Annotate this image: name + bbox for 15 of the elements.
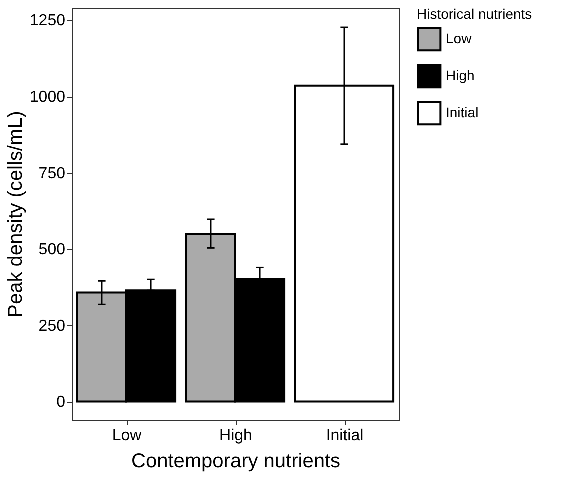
x-tick-label: Initial bbox=[326, 428, 364, 444]
x-axis-title: Contemporary nutrients bbox=[132, 450, 340, 472]
legend-label: Low bbox=[446, 30, 473, 46]
x-tick-label: Low bbox=[112, 428, 142, 444]
y-tick-label: 1000 bbox=[30, 89, 66, 106]
y-tick-label: 750 bbox=[38, 165, 66, 182]
legend-label: High bbox=[446, 68, 475, 84]
x-tick-label: High bbox=[220, 428, 252, 444]
y-tick-label: 0 bbox=[56, 394, 66, 412]
y-tick-label: 500 bbox=[38, 242, 66, 259]
legend-label: Initial bbox=[446, 104, 479, 120]
y-axis-title: Peak density (cells/mL) bbox=[4, 111, 27, 318]
y-tick-label: 250 bbox=[38, 318, 66, 335]
y-tick-label: 1250 bbox=[30, 12, 66, 30]
legend-title: Historical nutrients bbox=[417, 6, 532, 22]
